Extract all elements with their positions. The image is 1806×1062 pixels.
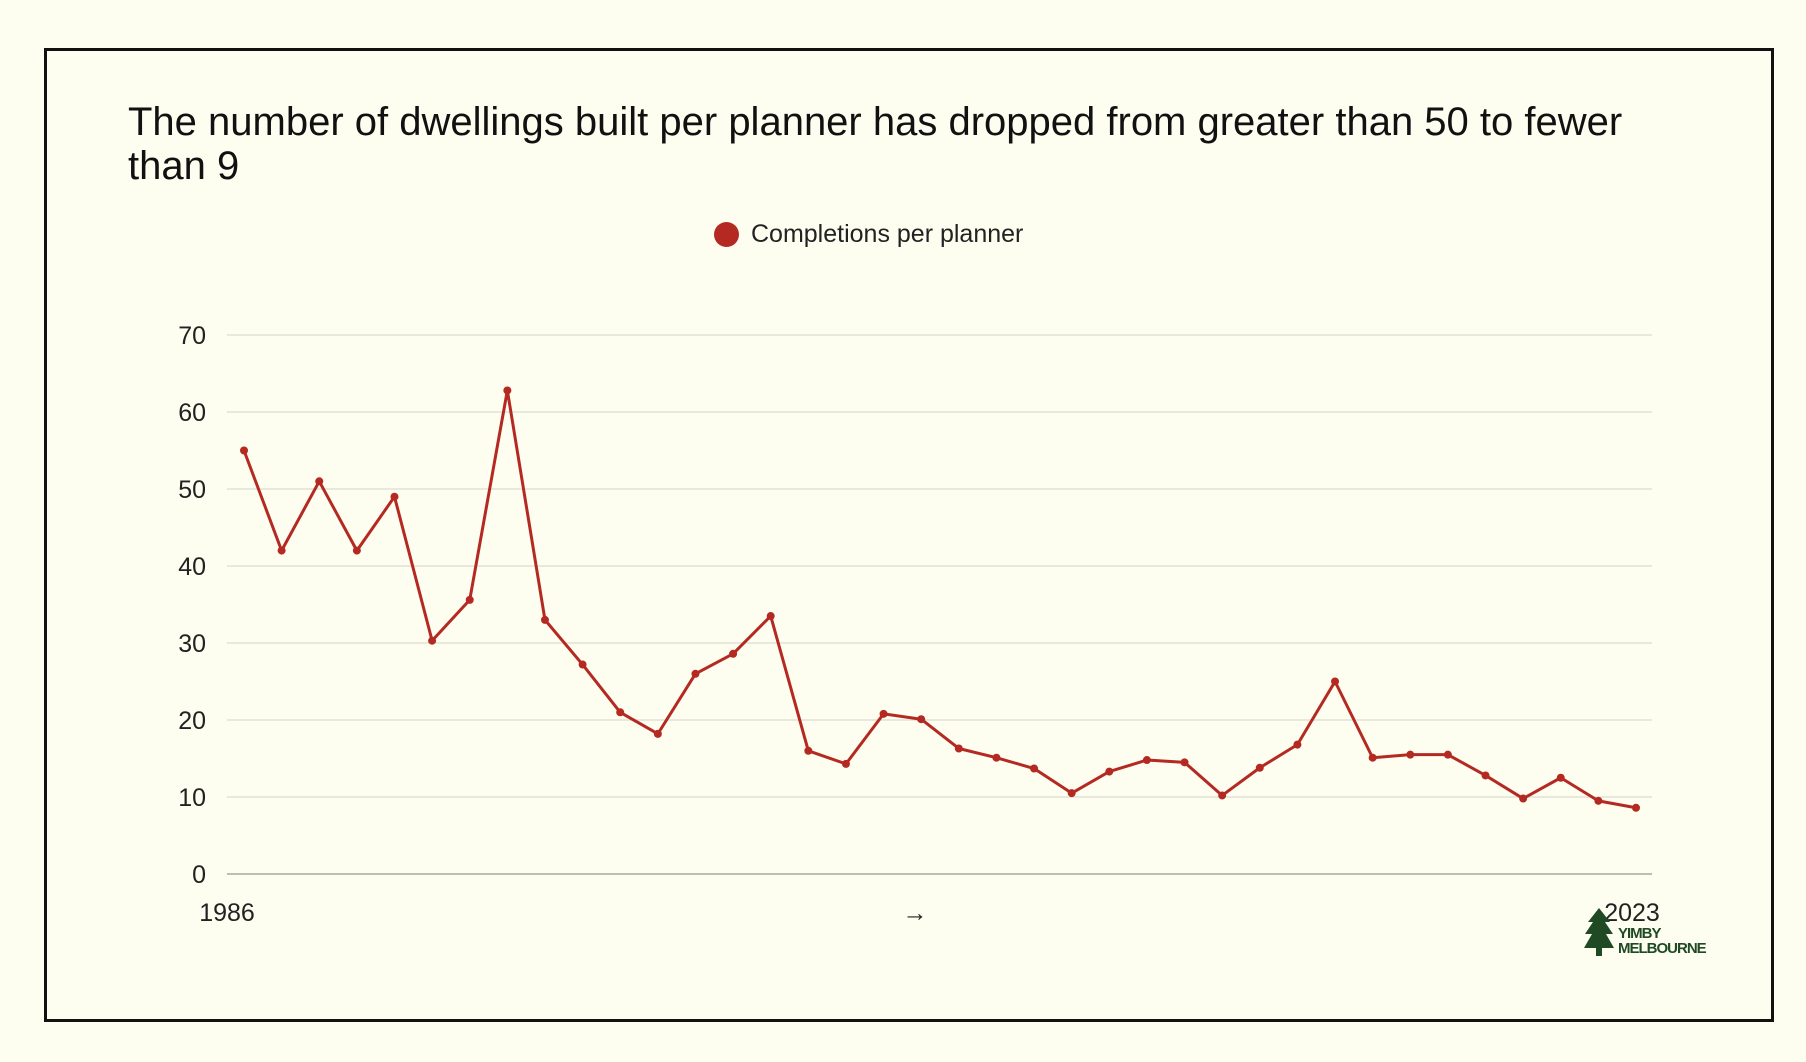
data-point	[1293, 740, 1302, 749]
data-point	[766, 612, 775, 621]
chart-title: The number of dwellings built per planne…	[128, 100, 1623, 188]
data-point	[277, 546, 286, 555]
data-point	[917, 715, 926, 724]
data-point	[1105, 767, 1114, 776]
data-point	[879, 709, 888, 718]
data-point	[1030, 764, 1039, 773]
data-point	[1519, 794, 1528, 803]
legend-marker	[714, 222, 739, 247]
x-tick-label-start: 1986	[199, 899, 255, 927]
series-line	[242, 388, 1637, 810]
gridlines	[227, 334, 1652, 875]
y-tick-label: 50	[178, 476, 206, 504]
series-layer	[240, 386, 1640, 812]
chart-frame	[44, 48, 1774, 1022]
data-point	[1594, 796, 1603, 805]
data-point	[992, 753, 1001, 762]
data-point	[240, 446, 248, 455]
data-point	[653, 729, 662, 738]
data-point	[428, 636, 437, 645]
data-point	[1556, 773, 1565, 782]
data-point	[578, 660, 587, 669]
y-tick-label: 40	[178, 553, 206, 581]
data-point	[691, 669, 700, 678]
data-point	[1406, 750, 1415, 759]
data-point	[1481, 771, 1490, 780]
data-point	[729, 649, 738, 658]
data-point	[1443, 750, 1452, 759]
data-point	[315, 477, 324, 486]
data-point	[1368, 753, 1377, 762]
data-point	[1067, 789, 1076, 798]
data-point	[616, 708, 625, 717]
data-point	[465, 595, 474, 604]
legend-label: Completions per planner	[751, 220, 1024, 248]
data-point	[1218, 791, 1227, 800]
y-tick-label: 10	[178, 784, 206, 812]
x-tick-label-end: 2023	[1604, 899, 1660, 927]
data-point	[540, 615, 549, 624]
data-point	[1180, 758, 1189, 767]
data-point	[841, 759, 850, 768]
data-point	[352, 546, 361, 555]
tree-icon	[1584, 908, 1614, 956]
y-tick-label: 70	[178, 322, 206, 350]
x-axis-arrow: →	[903, 899, 928, 927]
data-point	[1255, 763, 1264, 772]
data-point	[1142, 756, 1151, 765]
data-point	[390, 492, 399, 501]
y-tick-label: 60	[178, 399, 206, 427]
data-point	[804, 746, 813, 755]
yimby-melbourne-logo: YIMBY MELBOURNE	[1584, 908, 1707, 957]
data-point	[1632, 803, 1640, 812]
y-tick-label: 30	[178, 630, 206, 658]
y-axis-ticks: 0 10 20 30 40 50 60 70	[178, 322, 206, 889]
data-point	[954, 744, 963, 753]
legend: Completions per planner	[714, 220, 1023, 249]
logo-text-line2: MELBOURNE	[1618, 940, 1707, 957]
y-tick-label: 0	[192, 861, 206, 889]
y-tick-label: 20	[178, 707, 206, 735]
data-point	[503, 386, 512, 395]
data-point	[1331, 677, 1340, 686]
logo-text-line1: YIMBY	[1618, 925, 1662, 942]
x-axis-ticks: 1986 → 2023	[199, 899, 1660, 927]
